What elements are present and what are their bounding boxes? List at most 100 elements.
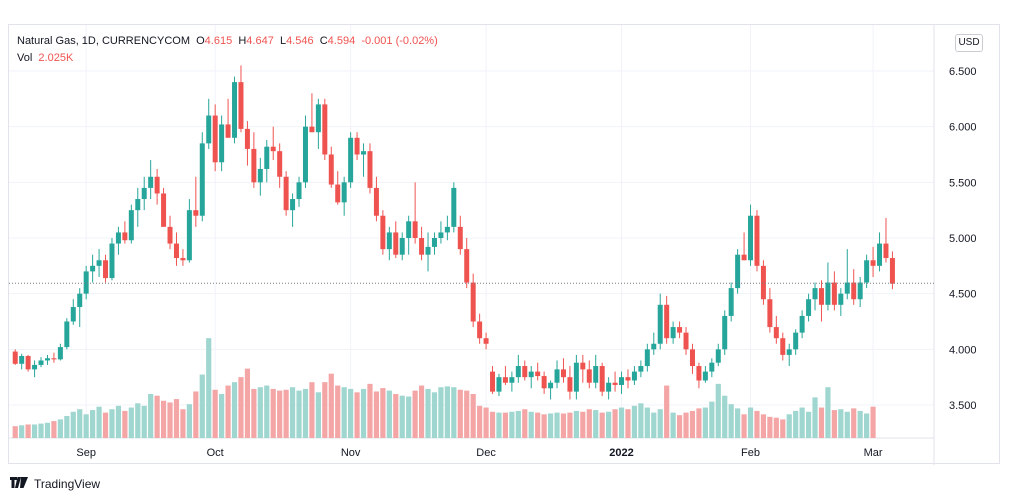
volume-bar xyxy=(277,390,283,438)
volume-bar xyxy=(90,410,96,438)
price-axis[interactable]: 6.500 6.000 5.500 5.000 4.500 4.000 3.500 xyxy=(949,66,977,412)
candle-body xyxy=(51,358,57,360)
volume-bar xyxy=(380,388,386,438)
volume-bar xyxy=(154,395,160,438)
open-label: O xyxy=(196,35,205,47)
candle-body xyxy=(567,377,573,392)
candle-body xyxy=(148,176,154,188)
tradingview-logo-icon xyxy=(10,477,28,488)
volume-bar xyxy=(767,416,773,438)
volume-bar xyxy=(567,412,573,438)
candle-body xyxy=(341,182,347,203)
volume-bar xyxy=(528,411,534,438)
volume-bar xyxy=(244,368,251,438)
volume-bar xyxy=(799,407,805,438)
volume-label: Vol xyxy=(17,52,33,64)
volume-bar xyxy=(289,387,296,438)
candle-body xyxy=(399,238,405,255)
volume-bar xyxy=(412,390,418,438)
candle-body xyxy=(864,260,870,283)
volume-bar xyxy=(825,387,831,438)
volume-bar xyxy=(831,410,837,438)
candle-body xyxy=(528,371,534,378)
candle-body xyxy=(225,124,231,138)
volume-bar xyxy=(31,424,38,438)
candle-body xyxy=(464,249,470,283)
volume-bar xyxy=(70,411,76,438)
volume-bar xyxy=(322,382,328,438)
y-tick-label: 4.000 xyxy=(949,344,977,356)
candle-body xyxy=(773,327,779,339)
candle-body xyxy=(625,377,631,381)
candle-body xyxy=(32,364,38,370)
grid xyxy=(9,25,935,465)
candle-body xyxy=(367,151,373,188)
candle-body xyxy=(657,304,663,344)
volume-bar xyxy=(238,377,244,438)
candle-body xyxy=(573,362,579,392)
volume-bar xyxy=(115,405,122,438)
candle-body xyxy=(393,232,399,255)
candle-body xyxy=(283,176,289,211)
volume-bar xyxy=(844,411,850,438)
volume-bar xyxy=(367,383,373,438)
candle-body xyxy=(122,232,128,241)
candle-body xyxy=(257,168,263,183)
candle-body xyxy=(664,304,670,339)
candle-body xyxy=(425,246,431,255)
volume-bar xyxy=(438,387,444,438)
candle-body xyxy=(889,258,895,284)
candle-body xyxy=(44,358,50,361)
volume-bar xyxy=(580,411,586,438)
volume-bar xyxy=(25,424,31,438)
volume-bar xyxy=(160,400,167,438)
x-tick-label: Mar xyxy=(864,447,883,459)
candle-body xyxy=(193,210,199,216)
candle-body xyxy=(322,104,328,155)
time-axis[interactable]: Sep Oct Nov Dec 2022 Feb Mar xyxy=(76,447,882,459)
candle-body xyxy=(64,321,70,348)
candles xyxy=(12,65,895,400)
candle-body xyxy=(302,126,308,183)
candlestick-chart[interactable]: 6.500 6.000 5.500 5.000 4.500 4.000 3.500 Sep O… xyxy=(9,25,1001,465)
volume-bar xyxy=(612,409,618,438)
tradingview-branding[interactable]: TradingView xyxy=(10,475,100,493)
candle-body xyxy=(438,232,444,238)
volume-bar xyxy=(141,405,147,438)
x-tick-label: Sep xyxy=(76,447,96,459)
low-label: L xyxy=(279,35,287,47)
candle-body xyxy=(677,327,683,333)
candle-body xyxy=(180,258,186,261)
candle-body xyxy=(741,254,747,261)
volume-bar xyxy=(173,399,180,438)
candle-body xyxy=(135,199,141,211)
candle-body xyxy=(173,243,179,259)
currency-button[interactable]: USD xyxy=(955,34,983,52)
candle-body xyxy=(709,362,715,372)
volume-bar xyxy=(219,394,225,438)
candle-body xyxy=(70,307,76,322)
volume-bar xyxy=(51,421,57,438)
volume-bar xyxy=(535,412,541,438)
volume-bar xyxy=(57,419,63,438)
volume-bar xyxy=(541,414,547,438)
volume-bar xyxy=(296,390,302,438)
volume-value: 2.025K xyxy=(38,52,74,64)
volume-bar xyxy=(135,403,141,438)
candle-body xyxy=(12,351,18,364)
volume-bar xyxy=(702,407,708,438)
volume-bar xyxy=(128,407,134,438)
volume-bar xyxy=(722,395,728,438)
candle-body xyxy=(290,199,296,211)
x-tick-label: Feb xyxy=(741,447,760,459)
candle-body xyxy=(154,176,160,194)
candle-body xyxy=(251,148,257,183)
volume-bar xyxy=(606,411,612,438)
candle-body xyxy=(767,299,773,328)
volume-bar xyxy=(470,394,476,438)
volume-bar xyxy=(754,410,760,438)
volume-bar xyxy=(805,411,812,438)
x-tick-label: Nov xyxy=(341,447,361,459)
candle-body xyxy=(109,243,115,279)
candle-body xyxy=(844,282,850,294)
